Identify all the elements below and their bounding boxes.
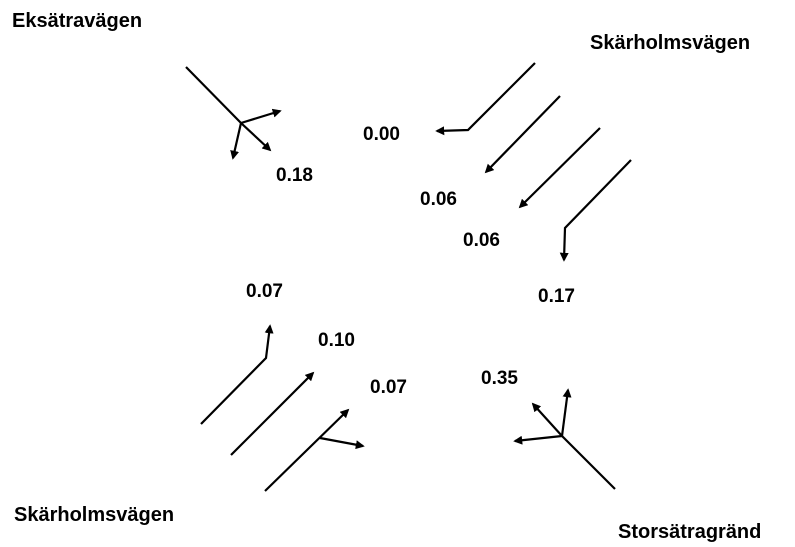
flow-value-sw-left: 0.07 bbox=[246, 281, 283, 302]
flow-value-sw-through: 0.10 bbox=[318, 330, 355, 351]
road-label-skarholmsvagen-north: Skärholmsvägen bbox=[590, 32, 751, 54]
sw-through-arrow bbox=[230, 371, 315, 456]
flow-value-nw: 0.18 bbox=[276, 165, 313, 186]
nw-approach-arrow bbox=[185, 66, 282, 160]
road-label-storsatragrand: Storsätragränd bbox=[618, 521, 762, 543]
flow-value-sw-through-right: 0.07 bbox=[370, 377, 407, 398]
ne-right-turn-arrow bbox=[559, 159, 632, 262]
ne-through-arrow-1 bbox=[484, 95, 561, 174]
road-label-eksatravagen: Eksätravägen bbox=[12, 10, 143, 32]
flow-value-ne-right: 0.17 bbox=[538, 286, 575, 307]
ne-left-turn-arrow bbox=[435, 62, 536, 136]
sw-through-right-arrow bbox=[264, 408, 365, 492]
se-approach-arrow bbox=[513, 388, 616, 490]
sw-left-turn-arrow bbox=[200, 324, 274, 425]
flow-value-ne-through-2: 0.06 bbox=[463, 230, 500, 251]
flow-value-se: 0.35 bbox=[481, 368, 518, 389]
ne-through-arrow-2 bbox=[518, 127, 601, 209]
flow-value-ne-through-1: 0.06 bbox=[420, 189, 457, 210]
road-label-skarholmsvagen-south: Skärholmsvägen bbox=[14, 504, 175, 526]
flow-value-ne-left: 0.00 bbox=[363, 124, 400, 145]
